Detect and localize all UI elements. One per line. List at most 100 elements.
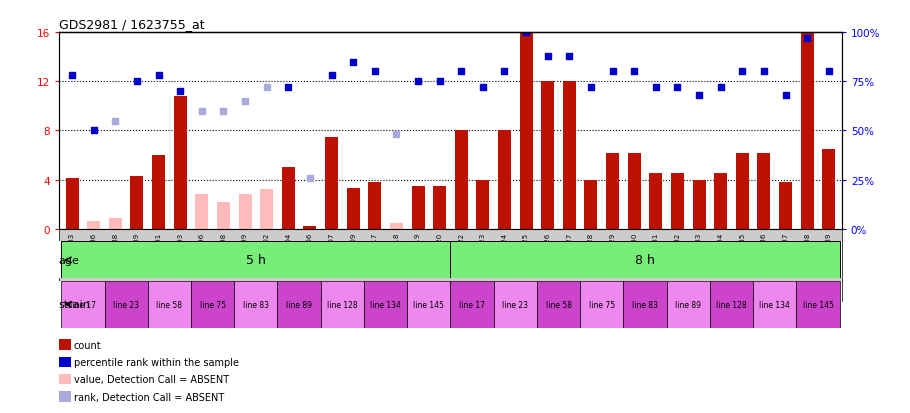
Point bbox=[497, 69, 511, 76]
Point bbox=[670, 85, 684, 91]
Text: line 83: line 83 bbox=[632, 300, 658, 309]
Point bbox=[195, 108, 209, 115]
Bar bbox=[563, 82, 576, 229]
Point bbox=[86, 128, 101, 135]
Bar bbox=[494, 281, 537, 328]
Bar bbox=[801, 33, 814, 229]
Bar bbox=[736, 153, 749, 229]
Point bbox=[346, 59, 360, 66]
Text: line 128: line 128 bbox=[327, 300, 358, 309]
Bar bbox=[105, 281, 147, 328]
Text: value, Detection Call = ABSENT: value, Detection Call = ABSENT bbox=[74, 375, 228, 385]
Point bbox=[108, 118, 123, 125]
Point bbox=[259, 85, 274, 91]
Bar bbox=[260, 190, 273, 229]
Bar bbox=[450, 242, 840, 279]
Text: age: age bbox=[59, 255, 79, 265]
Bar bbox=[757, 153, 771, 229]
Point bbox=[735, 69, 750, 76]
Text: line 89: line 89 bbox=[675, 300, 702, 309]
Bar bbox=[823, 150, 835, 229]
Point bbox=[562, 53, 577, 60]
Bar bbox=[650, 174, 662, 229]
Text: GDS2981 / 1623755_at: GDS2981 / 1623755_at bbox=[59, 17, 205, 31]
Bar bbox=[303, 227, 317, 229]
Bar bbox=[130, 176, 144, 229]
Text: line 23: line 23 bbox=[113, 300, 139, 309]
Bar bbox=[520, 33, 532, 229]
Point bbox=[476, 85, 490, 91]
Bar bbox=[407, 281, 450, 328]
Point bbox=[368, 69, 382, 76]
Point bbox=[692, 93, 706, 99]
Text: line 83: line 83 bbox=[243, 300, 268, 309]
Text: count: count bbox=[74, 340, 101, 350]
Text: line 23: line 23 bbox=[502, 300, 529, 309]
Bar bbox=[320, 281, 364, 328]
Text: rank, Detection Call = ABSENT: rank, Detection Call = ABSENT bbox=[74, 392, 224, 402]
Bar bbox=[191, 281, 234, 328]
Bar bbox=[147, 281, 191, 328]
Bar bbox=[347, 189, 359, 229]
Bar bbox=[455, 131, 468, 229]
Bar bbox=[278, 281, 320, 328]
Point bbox=[324, 73, 339, 79]
Text: line 145: line 145 bbox=[413, 300, 444, 309]
Bar bbox=[606, 153, 619, 229]
Bar bbox=[753, 281, 796, 328]
Point bbox=[432, 79, 447, 85]
Point bbox=[583, 85, 598, 91]
Point bbox=[627, 69, 642, 76]
Bar bbox=[61, 242, 450, 279]
Bar bbox=[238, 195, 251, 229]
Bar bbox=[217, 202, 230, 229]
Point bbox=[778, 93, 793, 99]
Bar bbox=[796, 281, 840, 328]
Text: 5 h: 5 h bbox=[246, 254, 266, 267]
Text: line 58: line 58 bbox=[545, 300, 571, 309]
Bar bbox=[433, 186, 446, 229]
Bar bbox=[581, 281, 623, 328]
Point bbox=[151, 73, 166, 79]
Bar bbox=[450, 281, 494, 328]
Text: line 17: line 17 bbox=[459, 300, 485, 309]
Bar bbox=[710, 281, 753, 328]
Bar bbox=[325, 137, 338, 229]
Point bbox=[519, 30, 533, 36]
Bar bbox=[61, 281, 105, 328]
Text: line 58: line 58 bbox=[157, 300, 182, 309]
Text: line 89: line 89 bbox=[286, 300, 312, 309]
Text: 8 h: 8 h bbox=[635, 254, 655, 267]
Bar bbox=[109, 218, 122, 229]
Point bbox=[130, 79, 145, 85]
Point bbox=[65, 73, 79, 79]
Bar bbox=[779, 183, 792, 229]
Point bbox=[217, 108, 231, 115]
Point bbox=[800, 36, 814, 42]
Bar bbox=[541, 82, 554, 229]
Point bbox=[389, 132, 404, 138]
Text: line 128: line 128 bbox=[716, 300, 747, 309]
Bar bbox=[234, 281, 278, 328]
Point bbox=[756, 69, 771, 76]
Bar bbox=[87, 222, 100, 229]
Bar bbox=[411, 186, 424, 229]
Bar bbox=[714, 174, 727, 229]
Point bbox=[605, 69, 620, 76]
Text: line 75: line 75 bbox=[589, 300, 615, 309]
Text: line 17: line 17 bbox=[70, 300, 96, 309]
Bar bbox=[369, 183, 381, 229]
Bar bbox=[282, 168, 295, 229]
Bar bbox=[623, 281, 667, 328]
Point bbox=[238, 98, 252, 105]
Point bbox=[281, 85, 296, 91]
Bar bbox=[498, 131, 511, 229]
Text: line 134: line 134 bbox=[370, 300, 401, 309]
Bar bbox=[584, 180, 598, 229]
Point bbox=[173, 88, 187, 95]
Bar bbox=[671, 174, 684, 229]
Bar bbox=[196, 195, 208, 229]
Point bbox=[822, 69, 836, 76]
Point bbox=[713, 85, 728, 91]
Bar bbox=[66, 179, 78, 229]
